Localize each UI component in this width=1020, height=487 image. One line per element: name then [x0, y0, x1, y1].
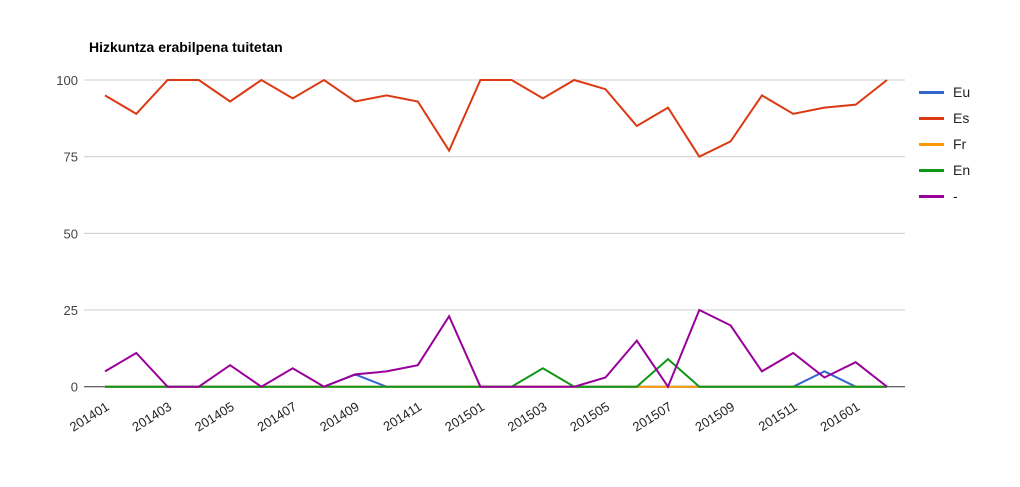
x-tick-label: 201401 — [67, 399, 112, 435]
x-tick-label: 201403 — [129, 399, 174, 435]
legend-swatch-icon — [919, 194, 944, 198]
legend-item-eu: Eu — [919, 79, 970, 105]
legend-swatch-icon — [919, 168, 944, 172]
legend-item-other: - — [919, 183, 970, 209]
x-tick-label: 201405 — [192, 399, 237, 435]
x-tick-label: 201601 — [818, 399, 863, 435]
legend-label: Es — [953, 110, 970, 126]
legend-swatch-icon — [919, 90, 944, 94]
legend-swatch-icon — [919, 116, 944, 120]
legend-label: Fr — [953, 136, 967, 152]
series-line-eu — [105, 370, 887, 388]
legend-label: - — [953, 188, 958, 204]
x-tick-label: 201407 — [255, 399, 300, 435]
x-tick-label: 201511 — [756, 399, 800, 434]
chart-title: Hizkuntza erabilpena tuitetan — [89, 39, 283, 55]
legend-swatch-icon — [919, 142, 944, 146]
y-tick-label: 0 — [71, 380, 78, 395]
legend-item-fr: Fr — [919, 131, 970, 157]
x-tick-label: 201409 — [317, 399, 362, 435]
x-tick-label: 201501 — [442, 399, 487, 435]
y-tick-label: 50 — [64, 226, 78, 241]
gridlines — [84, 79, 905, 388]
x-tick-label: 201507 — [630, 399, 675, 435]
chart-legend: Eu Es Fr En - — [919, 79, 970, 209]
series-line-es — [104, 78, 888, 158]
x-axis-labels: 201401 201403 201405 201407 201409 201411 2015… — [67, 399, 862, 435]
y-tick-label: 100 — [56, 73, 78, 88]
series-line-other — [104, 308, 888, 389]
y-axis-labels: 0 25 50 75 100 — [56, 73, 78, 395]
x-tick-label: 201505 — [567, 399, 612, 435]
legend-item-en: En — [919, 157, 970, 183]
x-tick-label: 201509 — [692, 399, 737, 435]
series-line-en — [105, 357, 887, 388]
legend-label: Eu — [953, 84, 971, 100]
x-tick-label: 201411 — [380, 399, 424, 434]
legend-item-es: Es — [919, 105, 970, 131]
legend-label: En — [953, 162, 971, 178]
x-tick-label: 201503 — [505, 399, 550, 435]
y-tick-label: 75 — [64, 150, 78, 165]
series-lines — [104, 78, 888, 389]
y-tick-label: 25 — [64, 303, 78, 318]
